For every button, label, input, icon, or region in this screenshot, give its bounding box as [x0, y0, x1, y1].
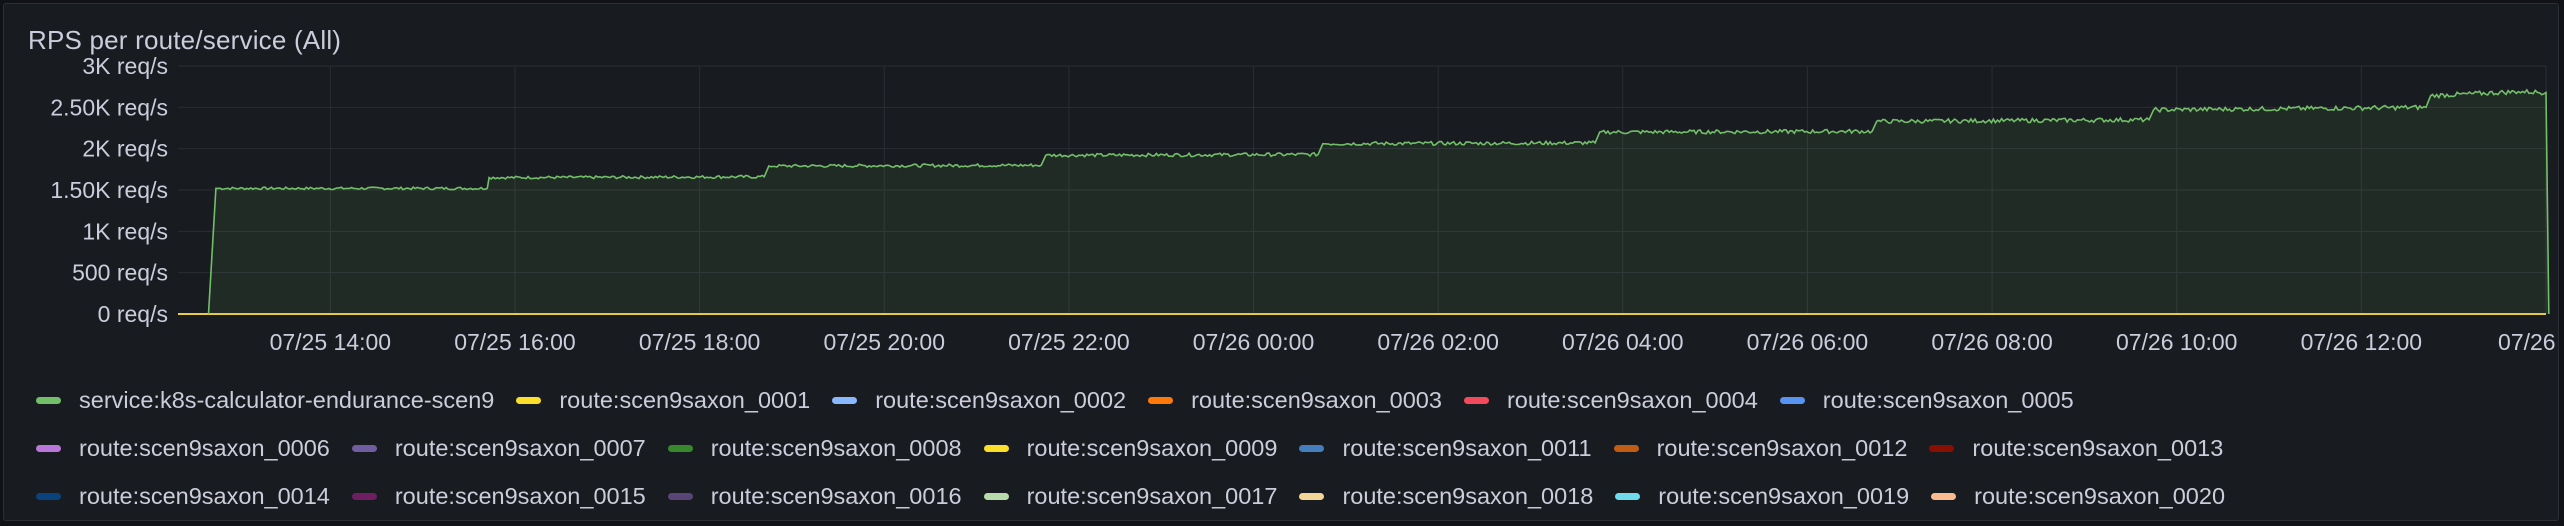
legend-item[interactable]: service:k8s-calculator-endurance-scen9	[36, 387, 494, 414]
legend-label: route:scen9saxon_0006	[79, 434, 330, 461]
legend-label: route:scen9saxon_0008	[710, 434, 962, 461]
legend-item[interactable]: route:scen9saxon_0013	[1929, 435, 2223, 462]
legend-row: service:k8s-calculator-endurance-scen9 ro…	[36, 376, 2536, 424]
legend-label: route:scen9saxon_0009	[1026, 434, 1278, 461]
legend-swatch	[667, 492, 693, 500]
legend-item[interactable]: route:scen9saxon_0017	[983, 482, 1278, 510]
chart-legend: service:k8s-calculator-endurance-scen9 ro…	[36, 376, 2536, 520]
x-tick-label: 07/25 16:00	[454, 329, 576, 355]
legend-item[interactable]: route:scen9saxon_0007	[351, 434, 646, 462]
series-line-service[interactable]	[207, 88, 2550, 315]
plot-area	[178, 88, 2550, 315]
legend-swatch	[832, 396, 858, 404]
y-axis: 0 req/s 500 req/s 1K req/s 1.50K req/s 2K re…	[50, 53, 168, 327]
legend-swatch	[983, 444, 1009, 452]
legend-label: route:scen9saxon_0004	[1506, 386, 1758, 413]
legend-label: service:k8s-calculator-endurance-scen9	[79, 386, 495, 413]
legend-swatch	[1299, 492, 1325, 500]
legend-item[interactable]: route:scen9saxon_0003	[1148, 387, 1442, 414]
legend-swatch	[36, 396, 61, 404]
x-tick-label: 07/25 22:00	[1008, 329, 1130, 355]
x-axis: 07/25 14:00 07/25 16:00 07/25 18:00 07/25 2…	[270, 329, 2560, 355]
legend-label: route:scen9saxon_0014	[79, 482, 330, 509]
x-tick-label: 07/26 02:00	[1377, 329, 1499, 355]
x-tick-label: 07/26 04:00	[1562, 329, 1684, 355]
legend-label: route:scen9saxon_0019	[1658, 482, 1910, 509]
chart-panel: RPS per route/service (All) 0 req/s 500 r…	[3, 3, 2560, 522]
legend-swatch	[667, 444, 693, 452]
legend-swatch	[516, 396, 542, 404]
y-tick-label: 2K req/s	[82, 136, 168, 162]
x-tick-label: 07/26 10:00	[2116, 329, 2238, 355]
legend-item[interactable]: route:scen9saxon_0018	[1299, 483, 1593, 510]
legend-label: route:scen9saxon_0012	[1656, 434, 1908, 461]
legend-label: route:scen9saxon_0002	[875, 386, 1127, 413]
x-tick-label: 07/26 14:	[2498, 329, 2560, 355]
legend-item[interactable]: route:scen9saxon_0011	[1299, 434, 1592, 462]
x-tick-label: 07/26 06:00	[1747, 329, 1869, 355]
legend-swatch	[1299, 444, 1325, 452]
legend-swatch	[983, 492, 1009, 500]
legend-item[interactable]: route:scen9saxon_0004	[1463, 386, 1758, 414]
legend-item[interactable]: route:scen9saxon_0016	[667, 482, 962, 510]
x-tick-label: 07/26 12:00	[2301, 329, 2423, 355]
rps-line-chart[interactable]: 0 req/s 500 req/s 1K req/s 1.50K req/s 2K re…	[4, 4, 2560, 522]
legend-label: route:scen9saxon_0020	[1974, 482, 2226, 509]
legend-label: route:scen9saxon_0001	[559, 386, 811, 413]
x-tick-label: 07/25 14:00	[270, 329, 392, 355]
legend-item[interactable]: route:scen9saxon_0019	[1615, 483, 1909, 510]
legend-item[interactable]: route:scen9saxon_0005	[1779, 386, 2074, 414]
legend-row: route:scen9saxon_0014 route:scen9saxon_00…	[36, 472, 2536, 520]
legend-item[interactable]: route:scen9saxon_0014	[36, 483, 330, 510]
legend-label: route:scen9saxon_0007	[394, 434, 646, 461]
legend-swatch	[36, 444, 61, 452]
legend-swatch	[1929, 444, 1955, 452]
legend-label: route:scen9saxon_0003	[1191, 386, 1442, 413]
legend-swatch	[1931, 492, 1957, 500]
legend-label: route:scen9saxon_0015	[394, 482, 646, 509]
legend-item[interactable]: route:scen9saxon_0001	[516, 387, 810, 414]
legend-label: route:scen9saxon_0013	[1972, 434, 2224, 461]
legend-item[interactable]: route:scen9saxon_0002	[832, 387, 1126, 414]
legend-label: route:scen9saxon_0018	[1342, 482, 1594, 509]
legend-item[interactable]: route:scen9saxon_0009	[983, 434, 1278, 462]
y-tick-label: 1K req/s	[82, 218, 168, 244]
x-tick-label: 07/25 20:00	[823, 329, 945, 355]
legend-label: route:scen9saxon_0017	[1026, 482, 1278, 509]
legend-swatch	[1615, 492, 1641, 500]
y-tick-label: 2.50K req/s	[50, 94, 168, 120]
legend-item[interactable]: route:scen9saxon_0015	[351, 482, 646, 510]
legend-swatch	[1613, 444, 1639, 452]
legend-label: route:scen9saxon_0016	[710, 482, 962, 509]
legend-item[interactable]: route:scen9saxon_0006	[36, 435, 330, 462]
x-tick-label: 07/26 00:00	[1193, 329, 1315, 355]
legend-swatch	[1779, 396, 1805, 404]
legend-swatch	[351, 444, 377, 452]
chart-grid	[178, 65, 2547, 315]
panel-title[interactable]: RPS per route/service (All)	[28, 25, 342, 55]
legend-row: route:scen9saxon_0006 route:scen9saxon_00…	[36, 424, 2536, 472]
y-tick-label: 1.50K req/s	[50, 177, 168, 203]
legend-item[interactable]: route:scen9saxon_0012	[1613, 434, 1908, 462]
legend-swatch	[1463, 396, 1489, 404]
legend-label: route:scen9saxon_0005	[1822, 386, 2074, 413]
x-tick-label: 07/26 08:00	[1931, 329, 2053, 355]
legend-swatch	[1148, 396, 1174, 404]
legend-item[interactable]: route:scen9saxon_0020	[1931, 483, 2225, 510]
legend-swatch	[351, 492, 377, 500]
legend-swatch	[36, 492, 61, 500]
y-tick-label: 3K req/s	[82, 53, 168, 79]
y-tick-label: 0 req/s	[98, 301, 168, 327]
x-tick-label: 07/25 18:00	[639, 329, 761, 355]
legend-label: route:scen9saxon_0011	[1342, 434, 1592, 461]
legend-item[interactable]: route:scen9saxon_0008	[667, 434, 962, 462]
y-tick-label: 500 req/s	[72, 260, 168, 286]
series-area	[208, 89, 2549, 315]
